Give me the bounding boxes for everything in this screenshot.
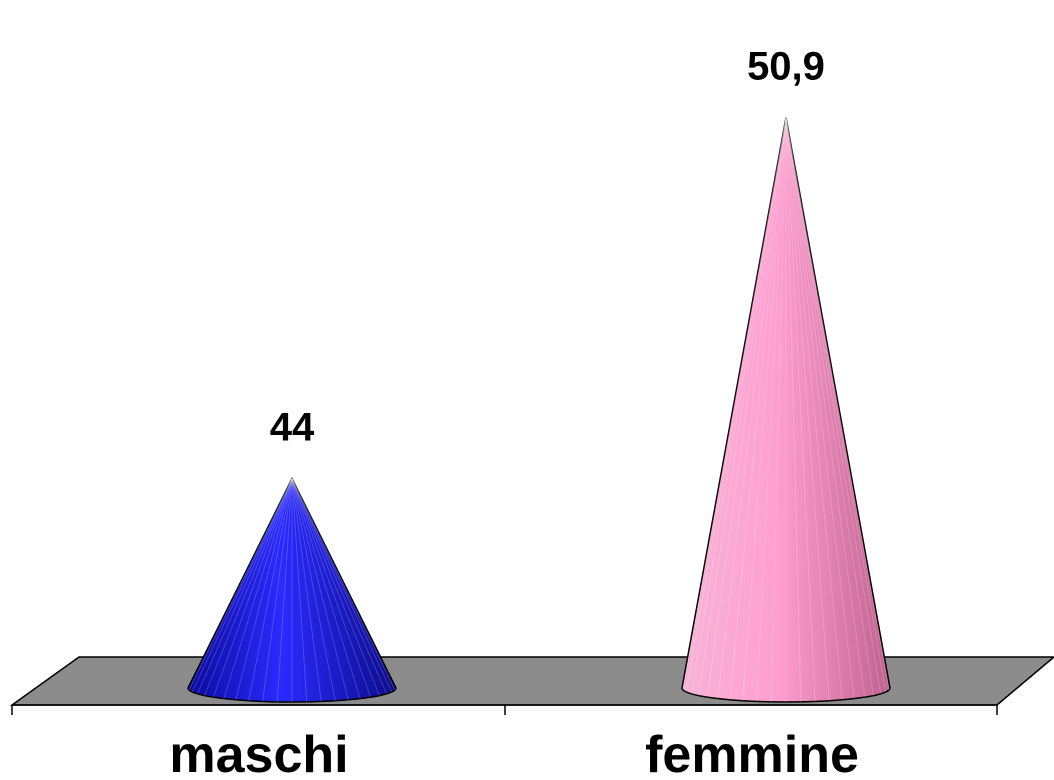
- cone-rib: [291, 478, 361, 699]
- cone-rib: [729, 117, 787, 700]
- cone-rib: [276, 478, 293, 702]
- cone-rib: [785, 117, 843, 700]
- data-label-maschi: 44: [270, 406, 315, 450]
- cone-rib: [291, 478, 322, 702]
- cone-rib: [196, 478, 293, 695]
- data-label-femmine: 50,9: [747, 45, 825, 89]
- cone-rib: [248, 478, 293, 701]
- cone-rib: [785, 117, 855, 699]
- cone-rib: [191, 478, 293, 693]
- cone-rib: [291, 478, 388, 695]
- category-label-maschi: maschi: [169, 726, 348, 780]
- cone-body: [681, 117, 891, 703]
- cone-rib: [785, 117, 816, 702]
- cone-rib: [785, 117, 866, 698]
- cone-rib: [291, 478, 393, 693]
- cone-femmine: [681, 117, 891, 703]
- cone-rib: [223, 478, 293, 699]
- cone-rib: [785, 117, 887, 693]
- cone-rib: [204, 478, 293, 696]
- cone-rib: [785, 117, 802, 702]
- cone-rib: [698, 117, 787, 696]
- cone-ribs: [682, 117, 890, 702]
- cone-rib: [291, 478, 336, 701]
- cone-rib: [685, 117, 787, 693]
- chart-floor: [9, 656, 1054, 706]
- cone-rib: [785, 117, 890, 691]
- cone-rib: [291, 478, 372, 698]
- cone-rib: [742, 117, 787, 701]
- cone-ribs: [188, 478, 396, 702]
- cone-rib: [291, 478, 349, 700]
- cone-rib: [785, 117, 830, 701]
- cone-maschi: [187, 476, 397, 703]
- cone-rib: [188, 478, 293, 691]
- cone-rib: [291, 478, 396, 691]
- cone-rib: [235, 478, 293, 700]
- category-label-femmine: femmine: [645, 726, 859, 780]
- cone-rib: [212, 478, 293, 698]
- cone-rib: [706, 117, 787, 698]
- cone-rib: [717, 117, 787, 699]
- cone-body: [187, 476, 397, 703]
- cone-rib: [682, 117, 787, 691]
- cone-rib: [785, 117, 874, 696]
- cone-rib: [770, 117, 787, 702]
- cone-rib: [756, 117, 787, 702]
- cone-rib: [291, 478, 380, 696]
- cone-rib: [262, 478, 293, 702]
- cone-rib: [291, 478, 308, 702]
- cone-rib: [690, 117, 787, 694]
- cone-rib: [785, 117, 882, 694]
